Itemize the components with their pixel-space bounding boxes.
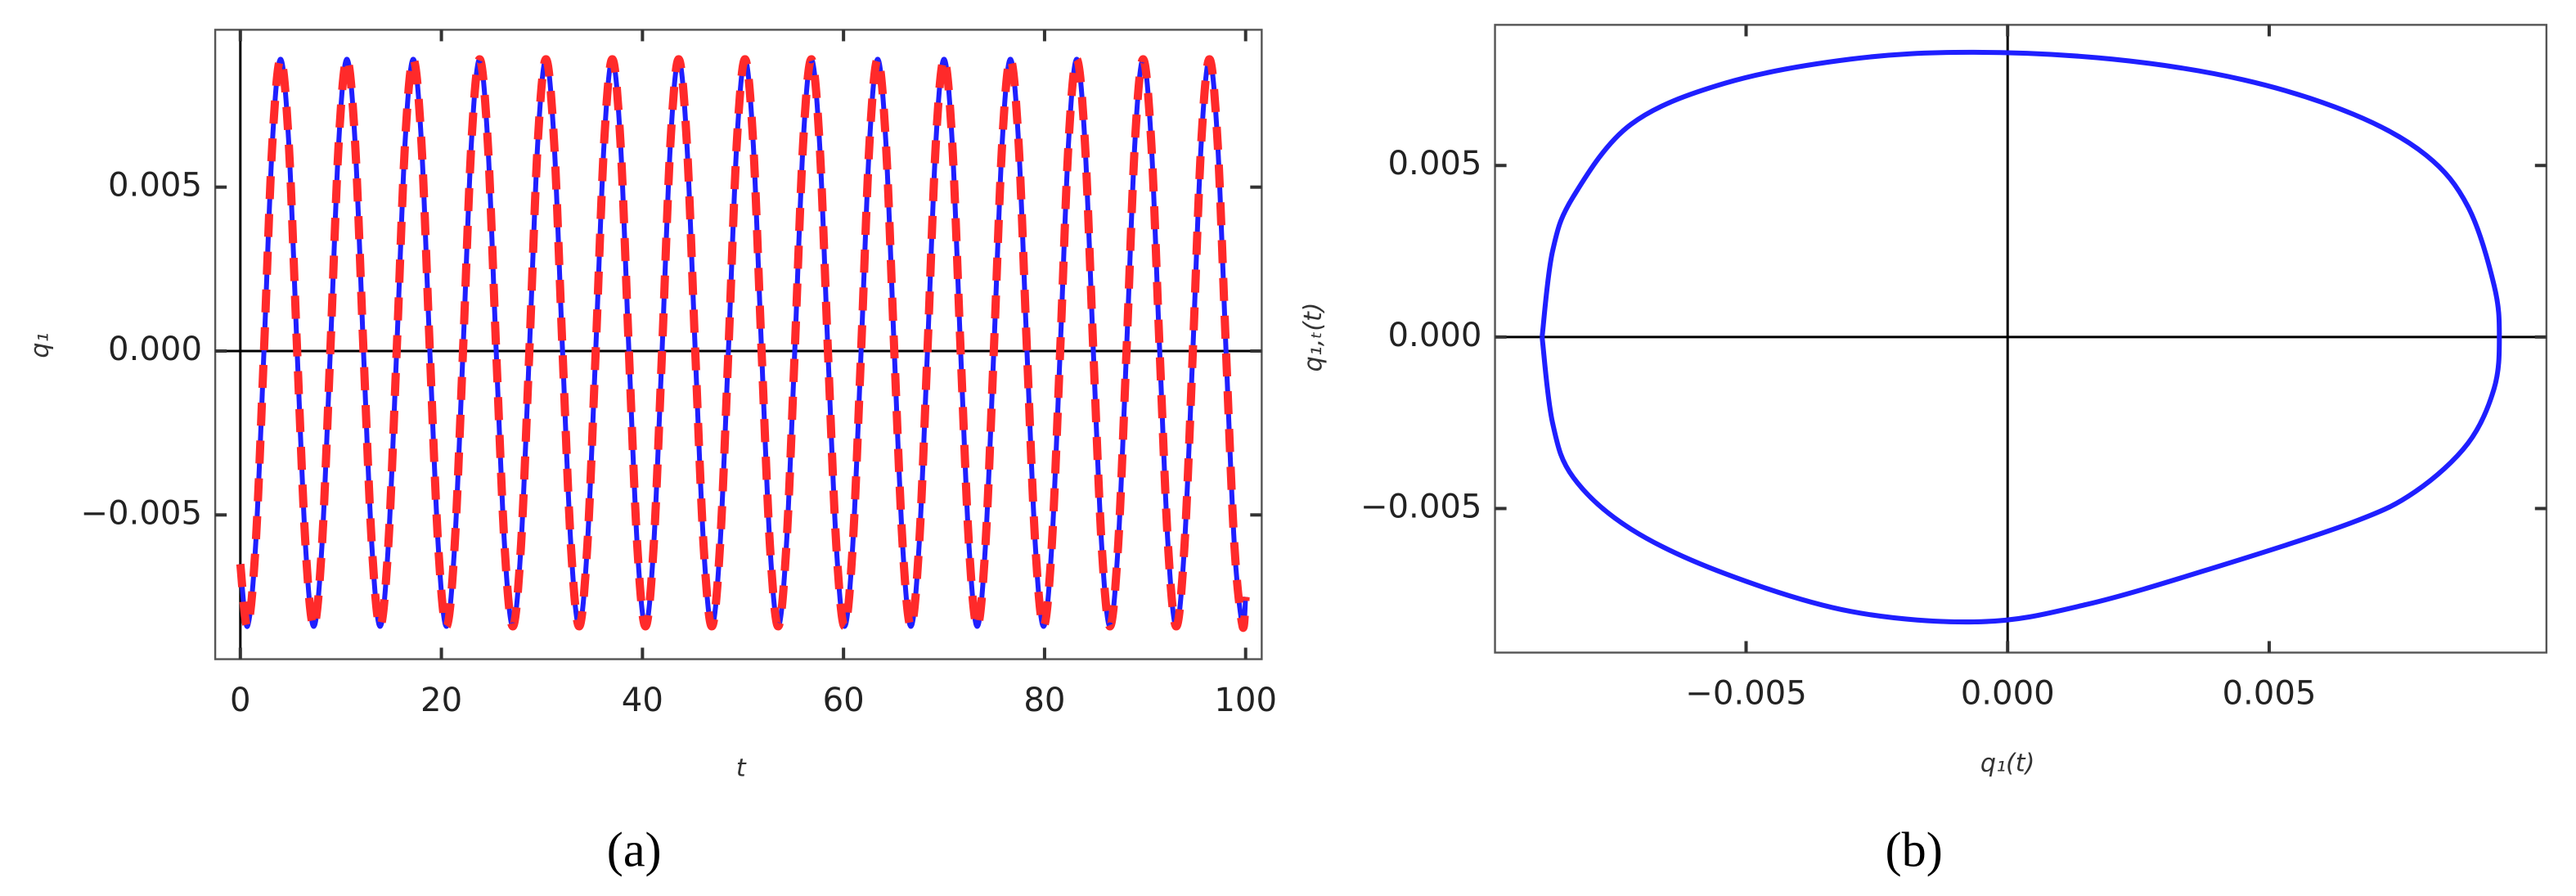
x-tick-label: 0.005 <box>2222 675 2316 713</box>
y-axis-label: q₁ <box>26 332 55 358</box>
x-tick-label: 0.000 <box>1961 675 2055 713</box>
y-tick-label: 0.005 <box>108 167 202 205</box>
subfigure-caption: (b) <box>1886 822 1943 877</box>
x-tick-label: 0 <box>230 682 251 719</box>
x-axis-label: t <box>736 754 747 783</box>
frame <box>214 29 1263 660</box>
x-axis-label: q₁(t) <box>1980 750 2034 778</box>
y-axis-label: q₁,ₜ(t) <box>1299 302 1328 371</box>
x-tick-label: 100 <box>1214 682 1277 719</box>
x-tick-label: −0.005 <box>1685 675 1807 713</box>
y-tick-label: −0.005 <box>80 494 202 532</box>
series-line <box>1540 49 2502 625</box>
y-tick-label: 0.000 <box>108 331 202 368</box>
y-tick-label: −0.005 <box>1360 488 1482 525</box>
x-tick-label: 60 <box>823 682 865 719</box>
x-tick-label: 20 <box>420 682 462 719</box>
frame <box>1494 24 2548 654</box>
y-tick-label: 0.000 <box>1388 317 1482 354</box>
x-tick-label: 80 <box>1023 682 1065 719</box>
y-tick-label: 0.005 <box>1388 145 1482 182</box>
series-line <box>236 55 1250 633</box>
subfigure-caption: (a) <box>607 822 662 877</box>
x-tick-label: 40 <box>622 682 663 719</box>
